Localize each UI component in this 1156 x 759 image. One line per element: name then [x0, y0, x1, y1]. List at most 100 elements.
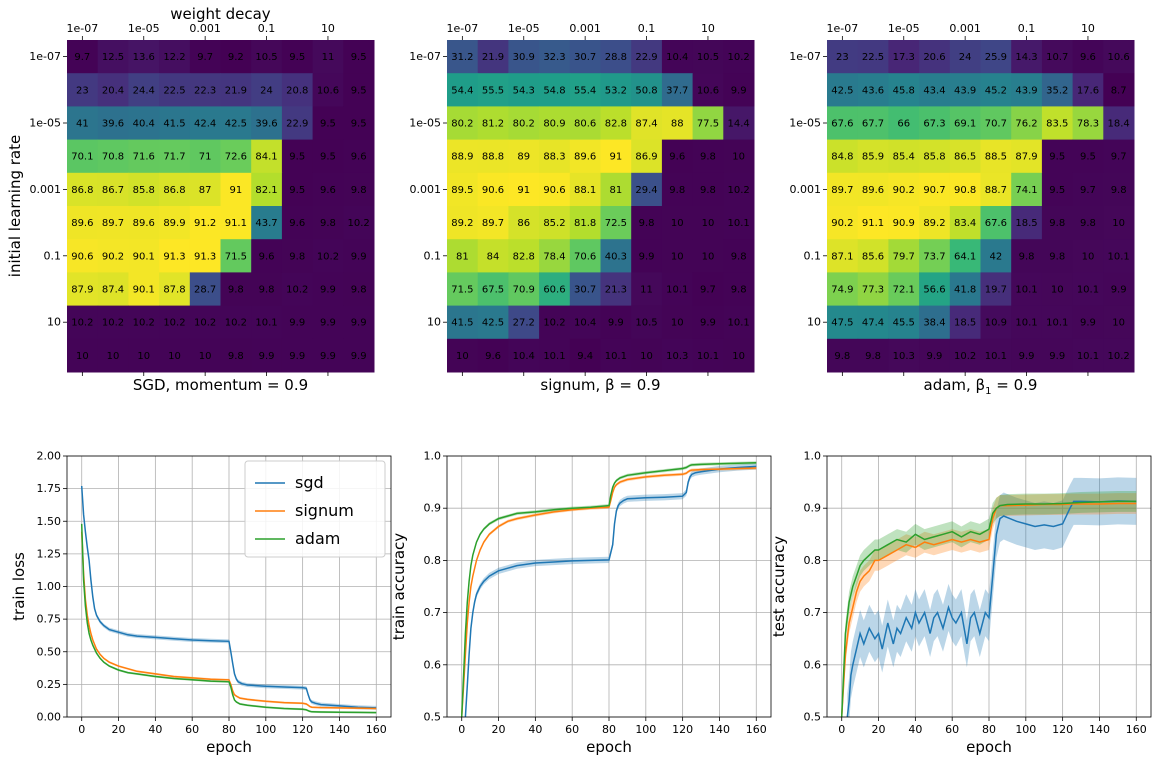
heatmap-cell — [312, 139, 344, 174]
heatmap-cell — [631, 40, 663, 74]
cell-value-label: 28.8 — [605, 52, 627, 63]
heatmap-cell — [888, 206, 920, 240]
cell-value-label: 77.5 — [697, 119, 719, 130]
cell-value-label: 9.6 — [669, 152, 685, 163]
cell-value-label: 47.4 — [862, 318, 884, 329]
heatmap-cell — [312, 106, 344, 141]
heatmap-cell — [1072, 206, 1104, 240]
cell-value-label: 31.2 — [451, 52, 473, 63]
heatmap-cell — [447, 239, 479, 273]
x-axis-label: epoch — [586, 738, 632, 756]
heatmap-title: signum, β = 0.9 — [540, 376, 660, 394]
x-tick-label: 0.001 — [949, 22, 981, 35]
heatmap-cell — [827, 40, 859, 74]
cell-value-label: 9.8 — [320, 218, 336, 229]
heatmap-cell — [343, 40, 375, 74]
cell-value-label: 85.9 — [862, 152, 884, 163]
cell-value-label: 89.2 — [923, 218, 945, 229]
heatmap-cell — [128, 139, 160, 174]
cell-value-label: 9.8 — [1049, 251, 1065, 262]
heatmap-cell — [97, 239, 129, 273]
x-tick-label: 120 — [672, 723, 693, 736]
cell-value-label: 9.9 — [926, 351, 942, 362]
heatmap-cell — [1103, 305, 1135, 340]
cell-value-label: 9.8 — [1111, 185, 1127, 196]
heatmap-cell — [827, 172, 859, 207]
cell-value-label: 9.7 — [700, 285, 716, 296]
cell-value-label: 54.4 — [451, 85, 473, 96]
heatmap-cell — [600, 73, 632, 107]
cell-value-label: 91.3 — [194, 251, 216, 262]
heatmap-cell — [1041, 272, 1074, 307]
cell-value-label: 25.9 — [985, 52, 1007, 63]
cell-value-label: 9.9 — [320, 318, 336, 329]
heatmap-cell — [569, 172, 601, 207]
cell-value-label: 9.9 — [639, 251, 655, 262]
cell-value-label: 9.9 — [731, 85, 747, 96]
heatmap-cell — [477, 272, 509, 307]
x-tick-label: 140 — [329, 723, 350, 736]
cell-value-label: 18.5 — [954, 318, 976, 329]
heatmap-cell — [949, 139, 981, 174]
heatmap-cell — [949, 272, 981, 307]
heatmap-cell — [1041, 206, 1074, 240]
heatmap-cell — [1103, 40, 1135, 74]
x-axis-label: epoch — [206, 738, 252, 756]
cell-value-label: 41.8 — [954, 285, 976, 296]
x-tick-label: 60 — [945, 723, 959, 736]
cell-value-label: 87.4 — [635, 119, 657, 130]
cell-value-label: 82.8 — [513, 251, 535, 262]
cell-value-label: 71.5 — [225, 251, 247, 262]
cell-value-label: 9.8 — [228, 351, 244, 362]
cell-value-label: 10.5 — [697, 52, 719, 63]
cell-value-label: 87 — [199, 185, 212, 196]
cell-value-label: 41.5 — [163, 119, 185, 130]
heatmap-cell — [312, 272, 344, 307]
cell-value-label: 43.4 — [923, 85, 945, 96]
cell-value-label: 69.1 — [954, 119, 976, 130]
heatmap-cell — [661, 106, 694, 141]
y-tick-label: 1e-07 — [789, 50, 821, 63]
heatmap-cell — [600, 338, 632, 373]
cell-value-label: 53.2 — [605, 85, 627, 96]
cell-value-label: 47.5 — [831, 318, 853, 329]
cell-value-label: 41 — [76, 119, 89, 130]
heatmap-cell — [447, 139, 479, 174]
y-tick-label: 1.0 — [424, 450, 442, 463]
heatmap-cell — [949, 305, 981, 340]
cell-value-label: 10 — [168, 351, 181, 362]
cell-value-label: 22.9 — [286, 119, 308, 130]
cell-value-label: 9.8 — [669, 185, 685, 196]
heatmap-cell — [980, 139, 1012, 174]
heatmap-cell — [97, 338, 129, 373]
y-tick-label: 0.001 — [410, 183, 442, 196]
cell-value-label: 10 — [702, 251, 715, 262]
heatmap-cell — [949, 106, 981, 141]
x-tick-label: 10 — [1081, 22, 1095, 35]
heatmap-cell — [980, 239, 1012, 273]
heatmap-cell — [919, 272, 951, 307]
y-tick-label: 10 — [47, 316, 61, 329]
heatmap-cell — [919, 206, 951, 240]
cell-value-label: 24 — [260, 85, 273, 96]
heatmap-cell — [539, 272, 571, 307]
title-end: = 0.9 — [992, 376, 1038, 394]
x-tick-label: 0 — [78, 723, 85, 736]
cell-value-label: 78.4 — [543, 251, 565, 262]
heatmap-cell — [159, 73, 191, 107]
cell-value-label: 38.4 — [923, 318, 945, 329]
x-tick-label: 80 — [222, 723, 236, 736]
legend-label: signum — [295, 501, 354, 520]
cell-value-label: 89.7 — [482, 218, 504, 229]
cell-value-label: 24.4 — [133, 85, 155, 96]
heatmap-cell — [1072, 139, 1104, 174]
heatmap-cell — [477, 206, 509, 240]
x-tick-label: 140 — [1089, 723, 1110, 736]
heatmap-cell — [600, 106, 632, 141]
heatmap-cell — [631, 106, 663, 141]
heatmap-cell — [692, 40, 724, 74]
heatmap-cell — [888, 40, 920, 74]
cell-value-label: 13.6 — [133, 52, 155, 63]
heatmap-cell — [67, 272, 99, 307]
x-tick-label: 160 — [746, 723, 767, 736]
